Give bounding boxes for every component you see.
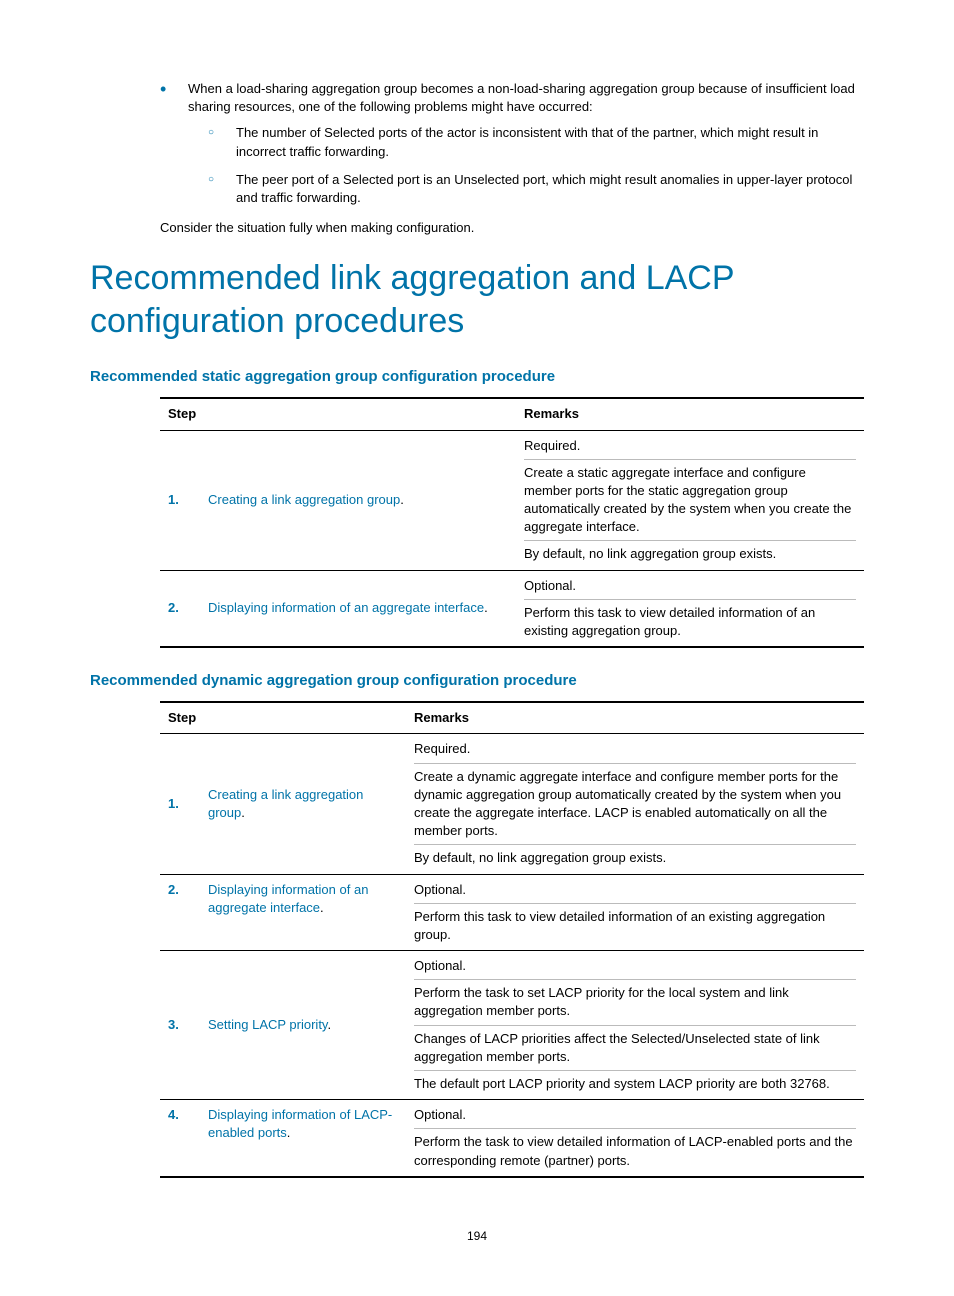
remark-text: By default, no link aggregation group ex… [414, 844, 856, 867]
step-number: 1. [160, 734, 200, 874]
step-link[interactable]: Displaying information of LACP-enabled p… [208, 1107, 392, 1140]
dynamic-table: Step Remarks 1. Creating a link aggregat… [160, 701, 864, 1178]
table-row: 1. Creating a link aggregation group. Re… [160, 430, 864, 570]
step-cell: Displaying information of LACP-enabled p… [200, 1100, 406, 1177]
step-cell: Displaying information of an aggregate i… [200, 570, 516, 647]
table-row: 1. Creating a link aggregation group. Re… [160, 734, 864, 874]
remark-text: Create a dynamic aggregate interface and… [414, 763, 856, 841]
intro-consider: Consider the situation fully when making… [160, 219, 864, 237]
step-cell: Creating a link aggregation group. [200, 734, 406, 874]
remark-text: Optional. [414, 881, 856, 899]
step-cell: Setting LACP priority. [200, 951, 406, 1100]
remark-text: Perform the task to set LACP priority fo… [414, 979, 856, 1020]
step-number: 3. [160, 951, 200, 1100]
intro-bullet: When a load-sharing aggregation group be… [160, 80, 864, 207]
step-number: 1. [160, 430, 200, 570]
intro-sub-list: The number of Selected ports of the acto… [188, 124, 864, 207]
step-link[interactable]: Creating a link aggregation group [208, 787, 363, 820]
table-row: 2. Displaying information of an aggregat… [160, 570, 864, 647]
remarks-cell: Optional. Perform the task to set LACP p… [406, 951, 864, 1100]
remark-text: Perform this task to view detailed infor… [524, 599, 856, 640]
remark-text: Required. [524, 437, 856, 455]
page-number: 194 [90, 1228, 864, 1245]
step-number: 4. [160, 1100, 200, 1177]
intro-bullet-list: When a load-sharing aggregation group be… [90, 80, 864, 207]
step-link[interactable]: Displaying information of an aggregate i… [208, 882, 368, 915]
remark-text: Perform the task to view detailed inform… [414, 1128, 856, 1169]
dynamic-th-remarks: Remarks [406, 702, 864, 734]
remarks-cell: Optional. Perform the task to view detai… [406, 1100, 864, 1177]
remark-text: Changes of LACP priorities affect the Se… [414, 1025, 856, 1066]
table-row: 3. Setting LACP priority. Optional. Perf… [160, 951, 864, 1100]
static-table: Step Remarks 1. Creating a link aggregat… [160, 397, 864, 648]
remark-text: Required. [414, 740, 856, 758]
step-link[interactable]: Setting LACP priority [208, 1017, 327, 1032]
remark-text: Optional. [524, 577, 856, 595]
step-cell: Creating a link aggregation group. [200, 430, 516, 570]
intro-bullet-text: When a load-sharing aggregation group be… [188, 81, 855, 114]
page-title: Recommended link aggregation and LACP co… [90, 257, 864, 342]
step-number: 2. [160, 874, 200, 951]
remark-text: By default, no link aggregation group ex… [524, 540, 856, 563]
remarks-cell: Optional. Perform this task to view deta… [516, 570, 864, 647]
step-cell: Displaying information of an aggregate i… [200, 874, 406, 951]
table-row: 2. Displaying information of an aggregat… [160, 874, 864, 951]
static-th-remarks: Remarks [516, 398, 864, 430]
table-row: 4. Displaying information of LACP-enable… [160, 1100, 864, 1177]
step-number: 2. [160, 570, 200, 647]
remarks-cell: Optional. Perform this task to view deta… [406, 874, 864, 951]
remark-text: Perform this task to view detailed infor… [414, 903, 856, 944]
step-link[interactable]: Creating a link aggregation group [208, 492, 400, 507]
remark-text: The default port LACP priority and syste… [414, 1070, 856, 1093]
intro-sub-2: The peer port of a Selected port is an U… [208, 171, 864, 207]
static-th-step: Step [160, 398, 516, 430]
dynamic-th-step: Step [160, 702, 406, 734]
static-heading: Recommended static aggregation group con… [90, 366, 864, 387]
step-link[interactable]: Displaying information of an aggregate i… [208, 600, 484, 615]
intro-sub-1: The number of Selected ports of the acto… [208, 124, 864, 160]
remarks-cell: Required. Create a static aggregate inte… [516, 430, 864, 570]
remark-text: Optional. [414, 957, 856, 975]
dynamic-heading: Recommended dynamic aggregation group co… [90, 670, 864, 691]
remark-text: Optional. [414, 1106, 856, 1124]
remarks-cell: Required. Create a dynamic aggregate int… [406, 734, 864, 874]
remark-text: Create a static aggregate interface and … [524, 459, 856, 537]
